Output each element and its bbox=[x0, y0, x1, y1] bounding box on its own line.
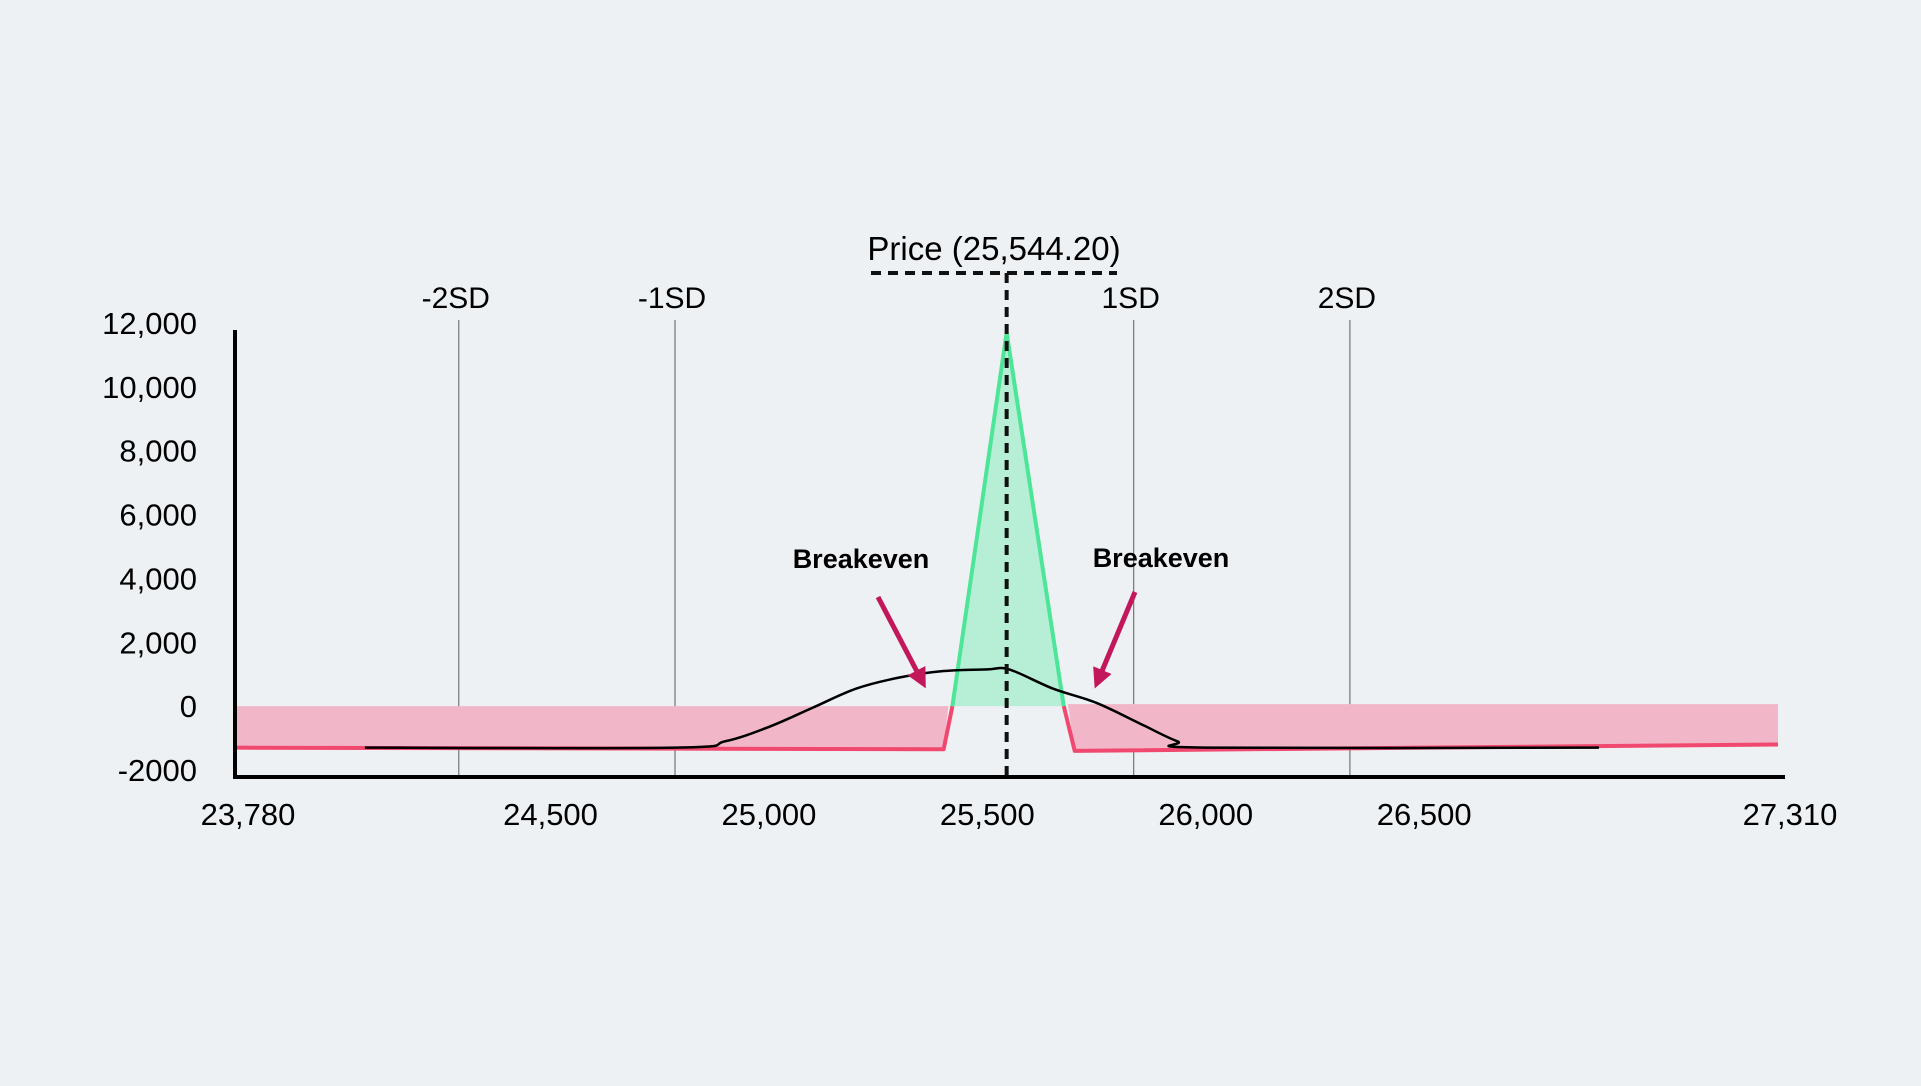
sd-label-2sd: 2SD bbox=[1318, 282, 1376, 315]
price-marker-layer bbox=[871, 271, 1117, 777]
loss-area-left bbox=[236, 706, 949, 750]
sd-label-minus2sd: -2SD bbox=[422, 282, 490, 315]
breakeven-arrow bbox=[875, 595, 926, 689]
sd-label-minus1sd: -1SD bbox=[638, 282, 706, 315]
x-tick-label: 23,780 bbox=[201, 797, 296, 832]
x-tick-label: 24,500 bbox=[503, 797, 598, 832]
y-tick-label: 2,000 bbox=[119, 625, 197, 660]
x-tick-label: 27,310 bbox=[1743, 797, 1838, 832]
axes-layer bbox=[233, 330, 1785, 779]
y-tick-label: 0 bbox=[180, 689, 197, 724]
loss-area-right bbox=[1067, 704, 1778, 751]
area-fills-layer bbox=[236, 332, 1778, 751]
x-tick-label: 26,500 bbox=[1377, 797, 1472, 832]
y-tick-label: -2000 bbox=[118, 753, 197, 788]
labels-layer: -2SD -1SD 1SD 2SD Price (25,544.20) 12,000 10,… bbox=[102, 230, 1837, 832]
probability-distribution-curve bbox=[364, 666, 1599, 750]
sd-lines-layer bbox=[458, 320, 1351, 777]
current-price-label: Price (25,544.20) bbox=[867, 230, 1120, 267]
breakeven-label: Breakeven bbox=[793, 544, 930, 574]
y-tick-label: 10,000 bbox=[102, 370, 197, 405]
x-tick-label: 25,500 bbox=[940, 797, 1035, 832]
sd-label-1sd: 1SD bbox=[1102, 282, 1160, 315]
breakeven-arrow bbox=[1093, 591, 1138, 689]
y-tick-label: 12,000 bbox=[102, 306, 197, 341]
x-tick-label: 25,000 bbox=[722, 797, 817, 832]
y-tick-label: 6,000 bbox=[119, 498, 197, 533]
breakeven-label: Breakeven bbox=[1093, 543, 1230, 573]
y-tick-label: 4,000 bbox=[119, 561, 197, 596]
x-tick-label: 26,000 bbox=[1158, 797, 1253, 832]
y-tick-label: 8,000 bbox=[119, 434, 197, 469]
